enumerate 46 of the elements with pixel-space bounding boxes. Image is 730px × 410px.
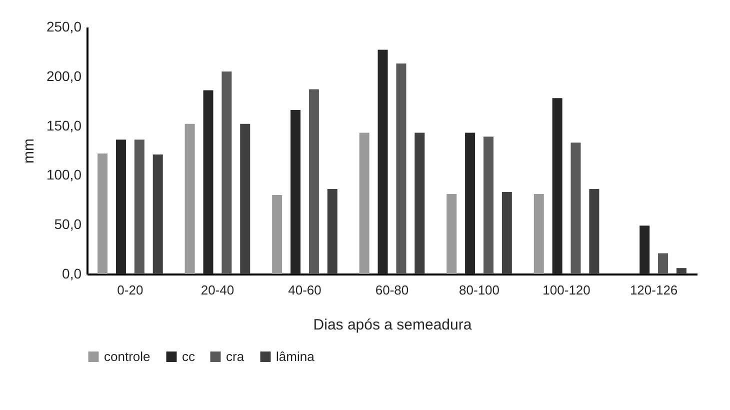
x-tick-label: 40-60 [288,282,322,298]
y-tick-label: 250,0 [46,18,82,34]
bar [240,124,250,274]
bar [308,89,319,274]
bar [676,268,686,274]
x-tick-label: 60-80 [375,282,409,298]
y-axis-title: mm [20,138,38,164]
y-tick-label: 100,0 [46,166,82,183]
y-tick-label: 0,0 [62,266,82,282]
bar [378,50,388,274]
y-tick-label: 200,0 [46,68,82,84]
legend-label: lâmina [276,348,316,364]
bar [222,71,232,274]
bar [184,124,195,274]
legend-label: cc [182,348,196,364]
x-tick-label: 100-120 [542,282,590,298]
bar [327,189,338,274]
bar [552,98,562,274]
bar [152,154,163,274]
x-axis-title: Dias após a semeadura [313,316,472,334]
x-tick-label: 20-40 [200,282,234,298]
bar [570,142,581,274]
bar [483,136,494,274]
x-tick-label: 120-126 [630,282,678,298]
bar [446,194,457,274]
bar [658,253,668,274]
bar [272,194,282,274]
bar [116,140,126,274]
bar [98,153,108,274]
bar [502,192,512,274]
bar [359,132,370,274]
y-tick-label: 150,0 [46,117,82,134]
bar [589,189,600,274]
bar [134,140,144,274]
bar [396,64,406,274]
bar [290,110,301,274]
bar [640,226,650,274]
x-tick-label: 0-20 [117,282,144,298]
bar [414,132,425,274]
bar [534,194,544,274]
legend-label: cra [226,348,245,364]
y-tick-label: 50,0 [54,216,82,232]
bar [465,132,476,274]
bar [203,90,214,274]
x-tick-label: 80-100 [459,282,500,298]
legend-label: controle [104,348,150,364]
